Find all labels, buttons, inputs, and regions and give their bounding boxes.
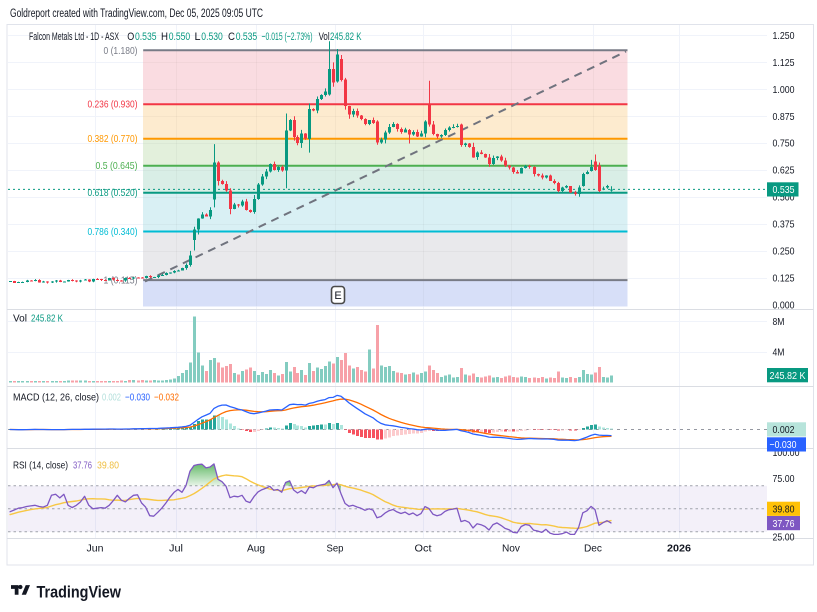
svg-text:0.002: 0.002 (773, 424, 795, 436)
svg-text:25.00: 25.00 (773, 532, 795, 544)
svg-text:0.530: 0.530 (201, 31, 223, 43)
svg-text:TradingView: TradingView (37, 584, 122, 602)
svg-text:Jun: Jun (87, 543, 104, 555)
svg-text:−0.015 (−2.73%): −0.015 (−2.73%) (262, 31, 313, 43)
svg-text:Dec: Dec (584, 543, 602, 555)
svg-text:8M: 8M (773, 316, 785, 328)
svg-text:37.76: 37.76 (773, 518, 795, 530)
svg-text:0 (1.180): 0 (1.180) (104, 45, 138, 57)
svg-text:0.250: 0.250 (773, 246, 795, 258)
svg-text:0.236 (0.930): 0.236 (0.930) (88, 99, 138, 111)
svg-text:245.82 K: 245.82 K (330, 31, 362, 43)
svg-text:0.382 (0.770): 0.382 (0.770) (88, 133, 138, 145)
svg-text:0.002: 0.002 (102, 392, 121, 404)
svg-text:Oct: Oct (415, 543, 432, 555)
svg-text:Vol: Vol (13, 313, 27, 325)
svg-text:0.550: 0.550 (169, 31, 191, 43)
svg-text:39.80: 39.80 (773, 504, 795, 516)
svg-text:1.000: 1.000 (773, 84, 795, 96)
svg-text:0.000: 0.000 (773, 300, 795, 312)
svg-text:MACD (12, 26, close): MACD (12, 26, close) (13, 392, 99, 404)
svg-text:0.618 (0.520): 0.618 (0.520) (88, 187, 138, 199)
svg-text:Nov: Nov (502, 543, 521, 555)
svg-text:1.125: 1.125 (773, 57, 795, 69)
svg-text:39.80: 39.80 (97, 460, 119, 472)
svg-text:0.875: 0.875 (773, 111, 795, 123)
svg-text:RSI (14, close): RSI (14, close) (13, 460, 68, 472)
svg-text:0.786 (0.340): 0.786 (0.340) (88, 226, 138, 238)
svg-text:Vol: Vol (319, 31, 330, 43)
svg-text:Sep: Sep (327, 543, 344, 555)
svg-text:−0.030: −0.030 (770, 439, 797, 451)
svg-text:0.535: 0.535 (773, 184, 795, 196)
svg-text:1.250: 1.250 (773, 30, 795, 42)
svg-text:245.82 K: 245.82 K (31, 313, 63, 325)
svg-text:37.76: 37.76 (73, 460, 92, 472)
svg-text:Jul: Jul (169, 543, 183, 555)
svg-text:−0.032: −0.032 (154, 392, 179, 404)
svg-text:0.535: 0.535 (135, 31, 157, 43)
svg-text:H: H (161, 31, 168, 43)
svg-text:0.750: 0.750 (773, 138, 795, 150)
svg-text:0.375: 0.375 (773, 219, 795, 231)
svg-text:Goldreport created with Tradin: Goldreport created with TradingView.com,… (10, 8, 263, 20)
svg-text:0.625: 0.625 (773, 165, 795, 177)
svg-text:0.5 (0.645): 0.5 (0.645) (96, 160, 138, 172)
svg-text:245.82 K: 245.82 K (770, 371, 806, 382)
svg-text:−0.030: −0.030 (125, 392, 150, 404)
svg-text:L: L (195, 31, 201, 43)
svg-text:0.125: 0.125 (773, 273, 795, 285)
svg-text:75.00: 75.00 (773, 473, 795, 485)
svg-text:2026: 2026 (667, 543, 691, 555)
svg-text:Falcon Metals Ltd - 1D - ASX: Falcon Metals Ltd - 1D - ASX (29, 31, 119, 43)
svg-text:0.535: 0.535 (236, 31, 258, 43)
svg-text:C: C (228, 31, 235, 43)
svg-text:4M: 4M (773, 347, 785, 359)
svg-text:O: O (127, 31, 134, 43)
svg-text:Aug: Aug (247, 543, 265, 555)
svg-text:E: E (334, 290, 341, 302)
